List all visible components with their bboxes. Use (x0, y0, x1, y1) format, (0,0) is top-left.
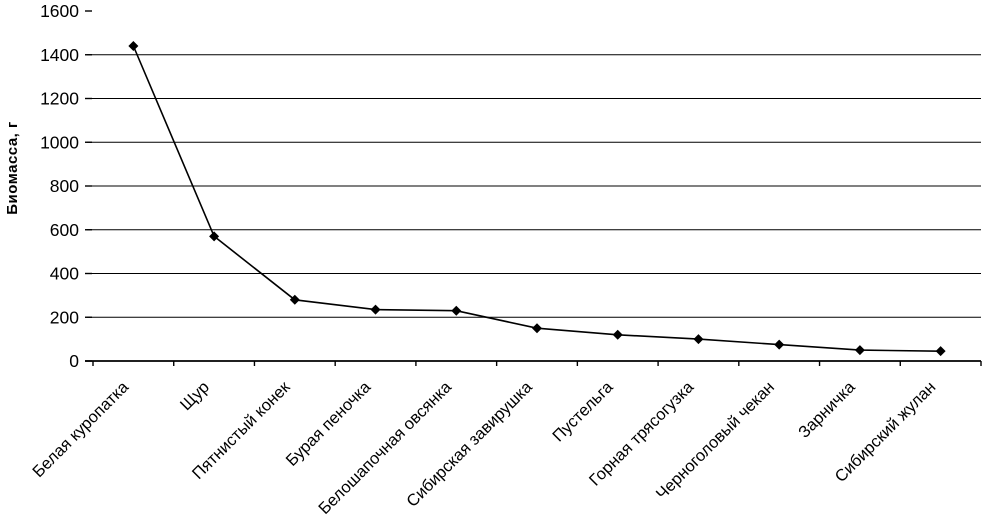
data-point-marker (451, 305, 462, 316)
x-tick-label: Зарничка (795, 378, 859, 442)
x-tick-label: Белошапочная овсянка (315, 378, 455, 518)
y-tick-label: 0 (69, 351, 79, 371)
biomass-series-line (132, 45, 941, 352)
y-tick-label: 800 (50, 176, 79, 196)
x-tick-label: Белая куропатка (29, 378, 133, 482)
data-point-marker (854, 345, 865, 356)
data-point-marker (774, 339, 785, 350)
y-tick-label: 1000 (40, 132, 79, 152)
y-tick-label: 1200 (40, 89, 79, 109)
data-point-marker (209, 231, 220, 242)
y-axis: 0 200 400 600 800 1000 1200 1400 1600 (40, 1, 92, 371)
x-tick-label: Бурая пеночка (283, 378, 375, 470)
y-tick-label: 200 (50, 307, 79, 327)
y-axis-title: Биомасса, г (4, 121, 21, 215)
x-tick-label: Щур (177, 378, 213, 414)
y-tick-label: 1400 (40, 45, 79, 65)
data-point-marker (532, 323, 542, 334)
data-point-marker (693, 334, 704, 345)
data-point-marker (612, 329, 623, 340)
data-point-marker (370, 304, 381, 315)
data-point-marker (128, 41, 139, 51)
data-point-marker (289, 294, 300, 305)
y-tick-label: 1600 (40, 1, 79, 21)
data-point-markers (128, 41, 946, 357)
x-tick-label: Пустельга (549, 378, 617, 446)
y-tick-label: 600 (50, 220, 79, 240)
data-point-marker (935, 346, 946, 357)
x-axis (85, 360, 982, 366)
gridlines (87, 54, 981, 318)
y-tick-label: 400 (50, 264, 79, 284)
